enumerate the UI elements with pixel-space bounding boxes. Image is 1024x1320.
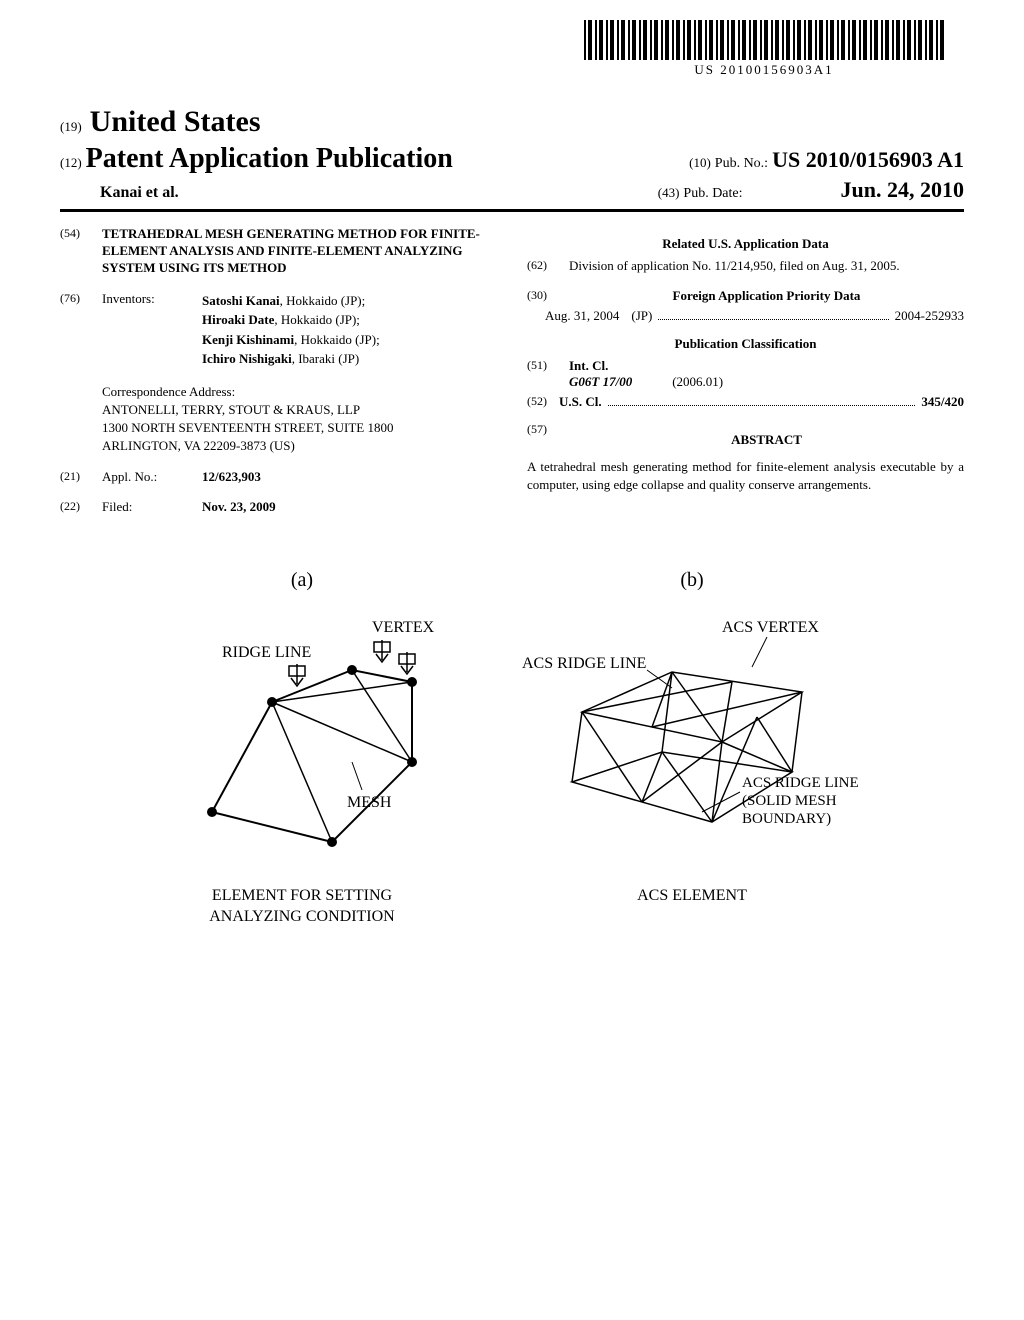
document-header: (19) United States (12) Patent Applicati… — [60, 105, 964, 212]
code-30: (30) — [527, 288, 559, 304]
inventor-name: Hiroaki Date — [202, 312, 274, 327]
code-22: (22) — [60, 499, 92, 515]
inventor-loc: , Hokkaido (JP); — [280, 293, 366, 308]
classification-heading: Publication Classification — [527, 336, 964, 352]
inventor-loc: , Hokkaido (JP); — [294, 332, 380, 347]
figure-b-diagram: ACS VERTEX ACS RIDGE LINE — [512, 612, 872, 872]
ridge-label: RIDGE LINE — [222, 644, 311, 661]
us-cl-label: U.S. Cl. — [559, 394, 602, 410]
vertex-label: VERTEX — [372, 619, 435, 636]
acs-ridge2-label-3: BOUNDARY) — [742, 811, 831, 827]
code-21: (21) — [60, 469, 92, 485]
correspondence-line: 1300 NORTH SEVENTEENTH STREET, SUITE 180… — [102, 419, 497, 437]
priority-no: 2004-252933 — [895, 308, 964, 324]
barcode-graphic — [584, 20, 944, 60]
correspondence-block: Correspondence Address: ANTONELLI, TERRY… — [102, 383, 497, 456]
figure-b-caption: ACS ELEMENT — [512, 886, 872, 907]
int-cl-label: Int. Cl. — [569, 358, 964, 374]
right-column: Related U.S. Application Data (62) Divis… — [527, 226, 964, 529]
inventor-name: Kenji Kishinami — [202, 332, 294, 347]
acs-ridge-label: ACS RIDGE LINE — [522, 655, 646, 672]
correspondence-line: ARLINGTON, VA 22209-3873 (US) — [102, 437, 497, 455]
correspondence-line: ANTONELLI, TERRY, STOUT & KRAUS, LLP — [102, 401, 497, 419]
inventors-list: Satoshi Kanai, Hokkaido (JP); Hiroaki Da… — [202, 291, 497, 369]
country-name: United States — [90, 105, 261, 139]
acs-ridge2-label-2: (SOLID MESH — [742, 793, 837, 809]
inventor-name: Ichiro Nishigaki — [202, 351, 292, 366]
figure-a-diagram: VERTEX RIDGE LINE MESH — [152, 612, 452, 872]
dotted-leader — [658, 308, 888, 320]
authors-surname: Kanai et al. — [100, 184, 179, 202]
publication-type: Patent Application Publication — [86, 143, 453, 174]
left-column: (54) TETRAHEDRAL MESH GENERATING METHOD … — [60, 226, 497, 529]
code-54: (54) — [60, 226, 92, 277]
code-19: (19) — [60, 119, 82, 135]
inventor-name: Satoshi Kanai — [202, 293, 280, 308]
filed-date: Nov. 23, 2009 — [202, 499, 497, 515]
code-52: (52) — [527, 394, 559, 410]
acs-ridge2-label-1: ACS RIDGE LINE — [742, 775, 859, 791]
related-text: Division of application No. 11/214,950, … — [569, 258, 964, 274]
barcode-block: US 20100156903A1 — [584, 20, 944, 78]
code-43: (43) — [658, 185, 680, 200]
pub-date-label: Pub. Date: — [683, 186, 742, 201]
int-cl-code: G06T 17/00 — [569, 374, 632, 390]
document-body: (54) TETRAHEDRAL MESH GENERATING METHOD … — [60, 226, 964, 529]
pub-no-label: Pub. No.: — [715, 156, 768, 171]
figures-block: (a) VERTEX RIDGE LINE MESH ELEMENT FOR S… — [60, 569, 964, 928]
code-12: (12) — [60, 155, 82, 170]
mesh-label: MESH — [347, 794, 392, 811]
figure-b-label: (b) — [512, 569, 872, 592]
acs-vertex-label: ACS VERTEX — [722, 619, 819, 636]
figure-b: (b) ACS VERTEX ACS RIDGE LINE — [512, 569, 872, 928]
code-10: (10) — [689, 155, 711, 170]
foreign-priority-heading: Foreign Application Priority Data — [569, 288, 964, 304]
filed-label: Filed: — [102, 499, 192, 515]
dotted-leader — [608, 394, 916, 406]
appl-no: 12/623,903 — [202, 469, 497, 485]
invention-title: TETRAHEDRAL MESH GENERATING METHOD FOR F… — [102, 226, 497, 277]
abstract-heading: ABSTRACT — [569, 432, 964, 448]
code-62: (62) — [527, 258, 559, 274]
priority-date: Aug. 31, 2004 — [545, 308, 619, 324]
barcode-text: US 20100156903A1 — [584, 62, 944, 78]
priority-country: (JP) — [631, 308, 652, 324]
code-51: (51) — [527, 358, 559, 390]
code-57: (57) — [527, 422, 559, 454]
pub-date: Jun. 24, 2010 — [841, 177, 964, 202]
pub-no: US 2010/0156903 A1 — [772, 147, 964, 172]
figure-a-caption-1: ELEMENT FOR SETTING — [152, 886, 452, 907]
inventor-loc: , Hokkaido (JP); — [274, 312, 360, 327]
figure-a: (a) VERTEX RIDGE LINE MESH ELEMENT FOR S… — [152, 569, 452, 928]
us-cl-value: 345/420 — [921, 394, 964, 410]
int-cl-date: (2006.01) — [672, 374, 723, 390]
appl-no-label: Appl. No.: — [102, 469, 192, 485]
figure-a-label: (a) — [152, 569, 452, 592]
figure-a-caption-2: ANALYZING CONDITION — [152, 907, 452, 928]
correspondence-label: Correspondence Address: — [102, 383, 497, 401]
inventor-loc: , Ibaraki (JP) — [292, 351, 360, 366]
code-76: (76) — [60, 291, 92, 369]
related-heading: Related U.S. Application Data — [527, 236, 964, 252]
abstract-text: A tetrahedral mesh generating method for… — [527, 458, 964, 494]
inventors-label: Inventors: — [102, 291, 192, 369]
